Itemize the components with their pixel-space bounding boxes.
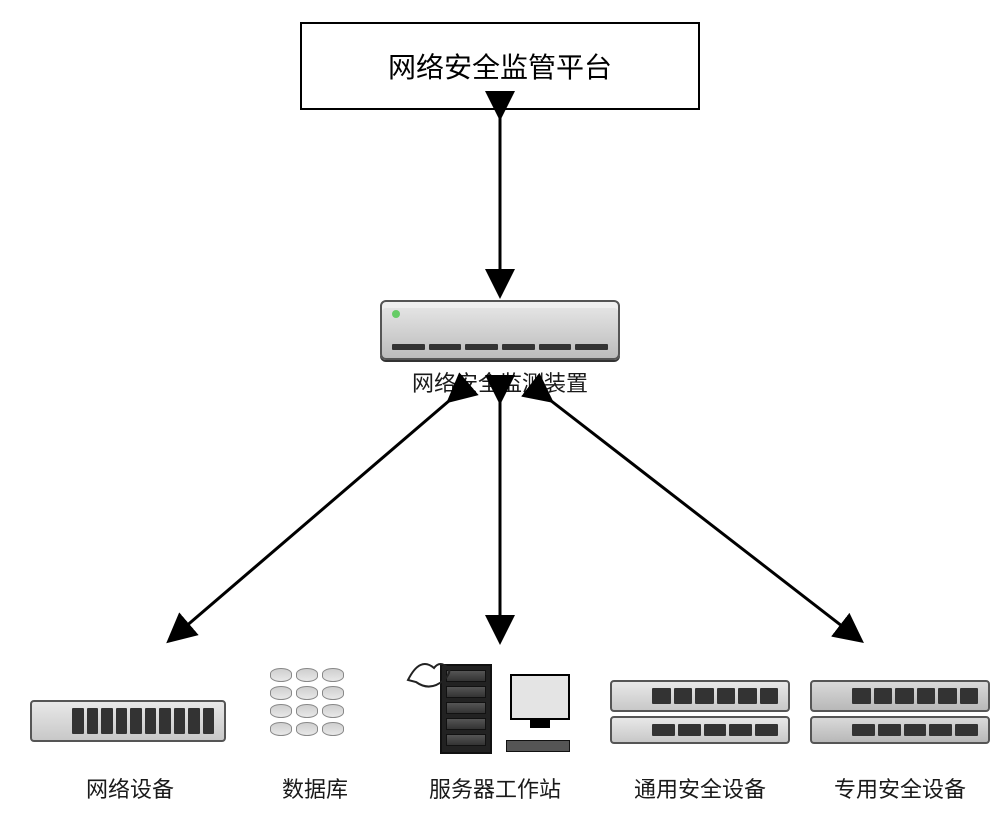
network-device-label: 网络设备 bbox=[70, 772, 190, 804]
database-icon bbox=[270, 668, 360, 748]
generic-security-icon bbox=[610, 680, 790, 750]
database-label: 数据库 bbox=[270, 772, 360, 804]
special-security-icon bbox=[810, 680, 990, 750]
monitor-device-label: 网络安全监测装置 bbox=[400, 366, 600, 398]
platform-label: 网络安全监管平台 bbox=[388, 46, 612, 86]
special-security-label: 专用安全设备 bbox=[820, 772, 980, 804]
workstation-icon bbox=[400, 650, 580, 760]
network-device-icon bbox=[30, 700, 226, 742]
generic-security-label: 通用安全设备 bbox=[620, 772, 780, 804]
platform-box: 网络安全监管平台 bbox=[300, 22, 700, 110]
monitor-device-icon bbox=[380, 300, 620, 360]
workstation-label: 服务器工作站 bbox=[420, 772, 570, 804]
